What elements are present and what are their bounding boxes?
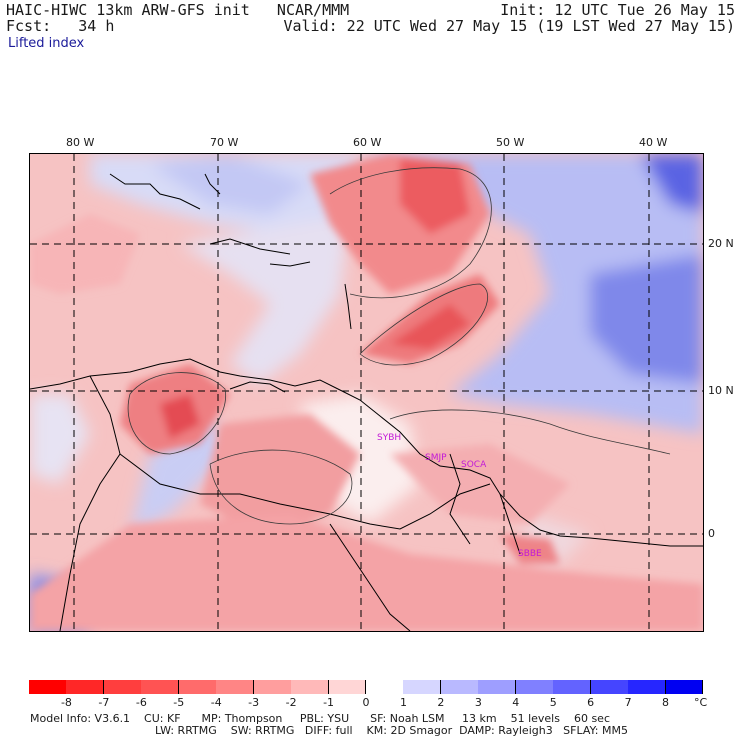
colorbar-segment: [216, 680, 255, 694]
colorbar-tick-label: 5: [549, 696, 557, 709]
colorbar-segment: [590, 680, 629, 694]
lon-label-70w: 70 W: [210, 136, 239, 149]
stable-regions: [30, 154, 703, 631]
colorbar-segment: [141, 680, 180, 694]
colorbar-segment: [178, 680, 217, 694]
colorbar-segment: [665, 680, 704, 694]
colorbar-segment: [66, 680, 105, 694]
colorbar-tick-label: -4: [210, 696, 222, 709]
lon-label-80w: 80 W: [66, 136, 95, 149]
colorbar-tick-label: 2: [437, 696, 445, 709]
forecast-hour: Fcst: 34 h: [6, 17, 115, 35]
coastlines: [30, 173, 703, 631]
colorbar-tick-label: -7: [98, 696, 110, 709]
lon-label-50w: 50 W: [496, 136, 525, 149]
colorbar: [29, 680, 704, 694]
model-info-line2: LW: RRTMG SW: RRTMG DIFF: full KM: 2D Sm…: [155, 724, 628, 737]
colorbar-tick-label: -8: [60, 696, 72, 709]
map-canvas: [30, 154, 703, 631]
unstable-regions: [30, 154, 703, 631]
colorbar-tick-label: 4: [512, 696, 520, 709]
colorbar-segment: [103, 680, 142, 694]
colorbar-segment: [253, 680, 292, 694]
station-label-sybh: SYBH: [377, 433, 402, 443]
model-info-line1: Model Info: V3.6.1 CU: KF MP: Thompson P…: [30, 712, 610, 725]
colorbar-tick-label: 3: [474, 696, 482, 709]
lat-label-20n: 20 N: [708, 237, 734, 250]
init-time: Init: 12 UTC Tue 26 May 15: [500, 1, 735, 19]
colorbar-tick-label: -3: [248, 696, 260, 709]
lat-label-10n: 10 N: [708, 384, 734, 397]
station-label-soca: SOCA: [461, 460, 487, 470]
colorbar-tick-label: 0: [362, 696, 370, 709]
lifted-index-map: SYBH SMJP SOCA SBBE: [29, 153, 704, 632]
colorbar-segment: [366, 680, 404, 694]
colorbar-tick-label: 6: [587, 696, 595, 709]
colorbar-tick-label: 8: [662, 696, 670, 709]
valid-time: Valid: 22 UTC Wed 27 May 15 (19 LST Wed …: [283, 17, 735, 35]
colorbar-tick-label: -1: [323, 696, 335, 709]
station-label-sbbe: SBBE: [518, 549, 542, 559]
colorbar-tick-label: -5: [173, 696, 185, 709]
colorbar-tick-label: -2: [285, 696, 297, 709]
colorbar-tick-label: 7: [624, 696, 632, 709]
colorbar-segment: [403, 680, 442, 694]
lat-label-0: 0: [708, 527, 715, 540]
colorbar-segment: [515, 680, 554, 694]
colorbar-tick-label: 1: [399, 696, 407, 709]
model-title: HAIC-HIWC 13km ARW-GFS init NCAR/MMM: [6, 1, 350, 19]
colorbar-tick-label: -6: [135, 696, 147, 709]
colorbar-segment: [328, 680, 367, 694]
colorbar-segment: [440, 680, 479, 694]
lon-label-60w: 60 W: [353, 136, 382, 149]
station-label-smjp: SMJP: [425, 453, 447, 463]
colorbar-unit: °C: [694, 696, 708, 709]
li-contours: [127, 167, 671, 525]
colorbar-segment: [291, 680, 330, 694]
colorbar-segment: [628, 680, 667, 694]
colorbar-segment: [478, 680, 517, 694]
field-name: Lifted index: [8, 36, 85, 51]
colorbar-segment: [29, 680, 67, 694]
lon-label-40w: 40 W: [639, 136, 668, 149]
colorbar-segment: [553, 680, 592, 694]
